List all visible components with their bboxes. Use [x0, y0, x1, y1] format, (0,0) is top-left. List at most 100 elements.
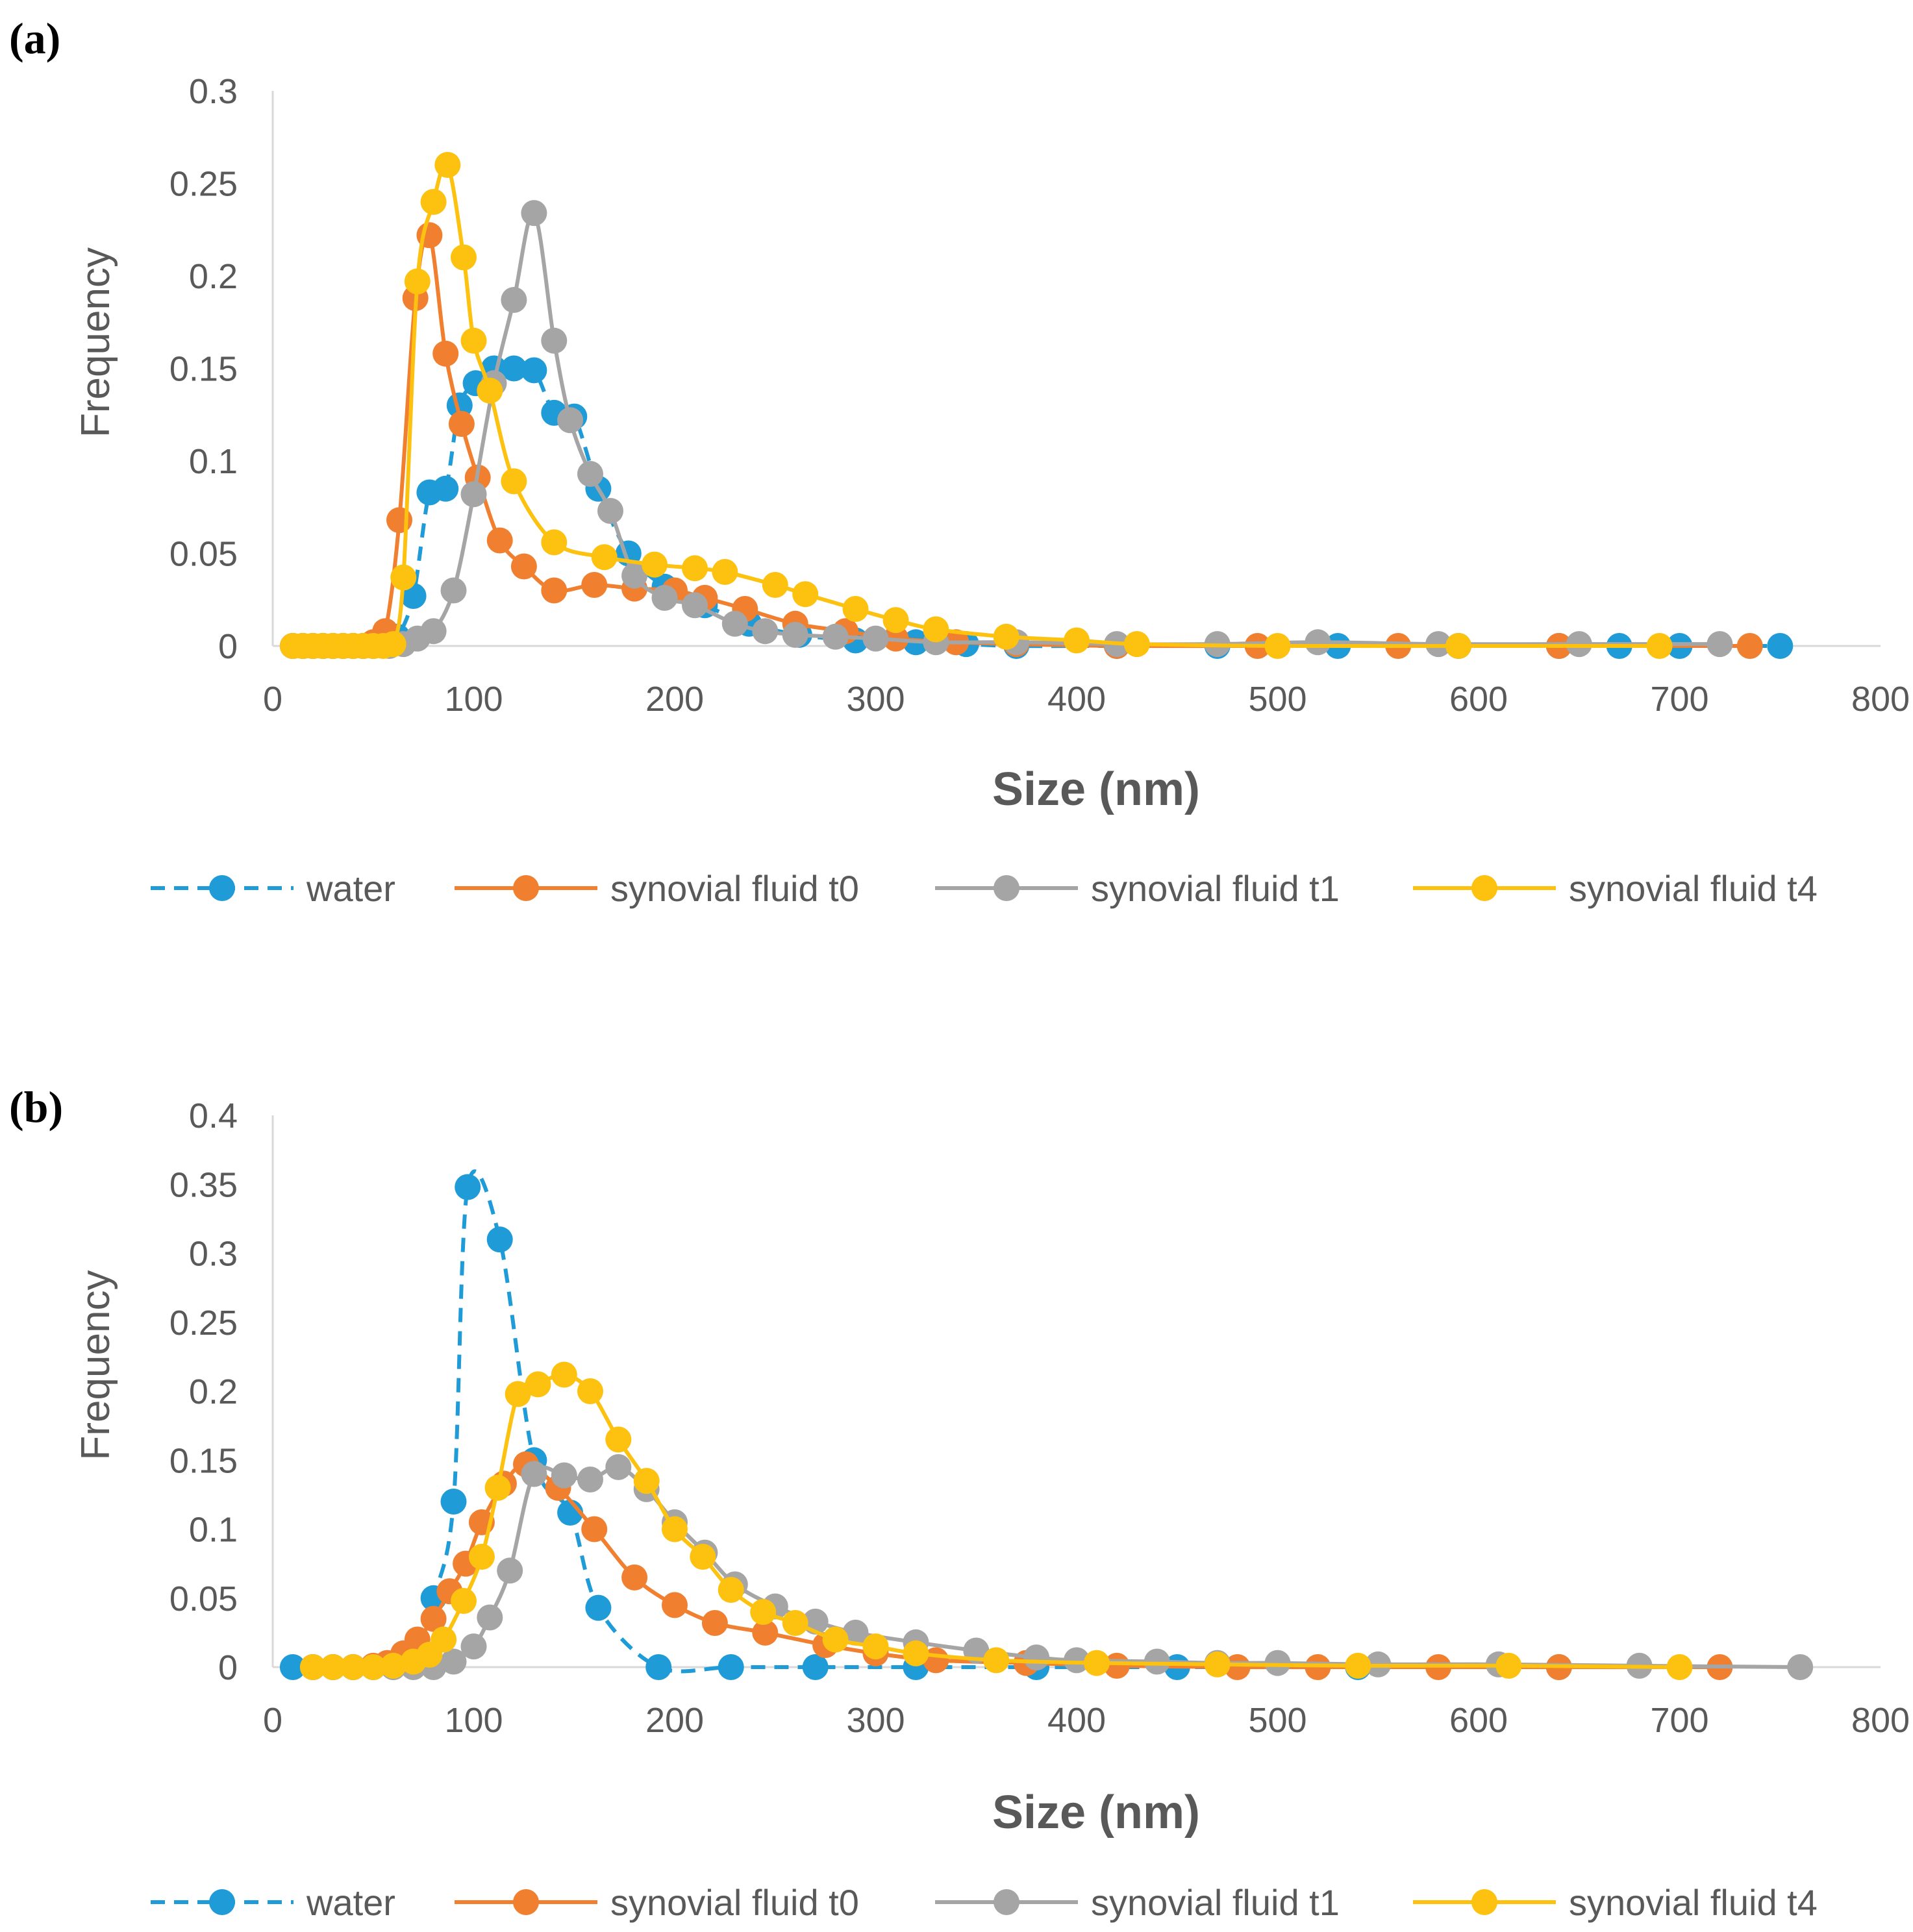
- data-point: [541, 529, 568, 556]
- data-point: [682, 592, 708, 619]
- series-synovial-fluid-t4: [279, 152, 1673, 659]
- legend-marker: [209, 875, 235, 901]
- data-point: [1767, 633, 1794, 659]
- legend-marker: [513, 875, 539, 901]
- legend-marker: [1471, 875, 1497, 901]
- data-point: [460, 327, 487, 354]
- data-point: [448, 411, 475, 437]
- legend-marker: [994, 1889, 1019, 1915]
- x-tick-label: 800: [1851, 1701, 1910, 1740]
- data-point: [923, 616, 949, 643]
- data-point: [477, 377, 503, 404]
- series-line: [312, 1462, 1720, 1670]
- x-axis-title: Size (nm): [992, 1787, 1200, 1839]
- data-point: [718, 1577, 744, 1603]
- series-line: [312, 1372, 1680, 1670]
- legend-label: synovial fluid t0: [610, 868, 859, 909]
- data-point: [903, 1640, 929, 1666]
- data-point: [605, 1454, 632, 1480]
- data-point: [1264, 1650, 1291, 1676]
- data-point: [390, 564, 417, 591]
- panel-label: (b): [9, 1082, 63, 1132]
- data-point: [993, 623, 1019, 650]
- data-point: [1023, 1644, 1050, 1671]
- data-point: [486, 527, 513, 554]
- series-line: [292, 1169, 1559, 1674]
- data-point: [460, 1633, 487, 1660]
- data-point: [404, 268, 431, 295]
- data-point: [380, 1652, 406, 1679]
- data-point: [862, 1633, 889, 1660]
- panel-label: (a): [9, 14, 60, 63]
- data-point: [882, 607, 909, 634]
- data-point: [1083, 1650, 1110, 1676]
- data-point: [577, 461, 603, 487]
- data-point: [1345, 1652, 1371, 1679]
- data-point: [468, 1544, 495, 1570]
- legend-label: synovial fluid t4: [1569, 1882, 1818, 1923]
- data-point: [842, 596, 869, 622]
- legend-marker: [209, 1889, 235, 1915]
- data-point: [621, 1564, 648, 1591]
- data-point: [983, 1647, 1010, 1674]
- data-point: [621, 562, 648, 589]
- data-point: [501, 355, 527, 382]
- data-point: [1064, 1647, 1090, 1674]
- data-point: [521, 357, 547, 384]
- series-line: [292, 364, 1781, 649]
- legend-entry: synovial fluid t0: [455, 1882, 859, 1923]
- y-tick-label: 0: [218, 1648, 238, 1687]
- data-point: [712, 559, 738, 585]
- x-tick-label: 500: [1248, 680, 1307, 719]
- data-point: [525, 1371, 551, 1398]
- data-point: [432, 340, 459, 367]
- x-tick-label: 700: [1650, 680, 1708, 719]
- data-point: [591, 544, 618, 571]
- x-tick-label: 100: [444, 680, 503, 719]
- y-tick-label: 0.1: [189, 442, 238, 481]
- legend-label: synovial fluid t4: [1569, 868, 1818, 909]
- data-point: [319, 1654, 346, 1680]
- x-tick-label: 0: [263, 1701, 282, 1740]
- legend-entry: synovial fluid t1: [935, 1882, 1340, 1923]
- data-point: [752, 1619, 779, 1646]
- data-point: [1144, 1648, 1170, 1675]
- data-point: [460, 481, 487, 508]
- data-point: [581, 1516, 608, 1542]
- chart-panel-b: (b) 0 0.05 0.1 0.15 0.2 0.25 0.3 0.35 0.4 0 100 200 3…: [9, 1082, 1910, 1923]
- data-point: [690, 1544, 716, 1570]
- data-point: [486, 1226, 513, 1253]
- legend-entry: water: [151, 868, 395, 909]
- data-point: [431, 1626, 457, 1653]
- data-point: [551, 1462, 577, 1489]
- x-tick-label: 500: [1248, 1701, 1307, 1740]
- y-axis-title: Frequency: [73, 1270, 118, 1461]
- legend-entry: synovial fluid t1: [935, 868, 1340, 909]
- x-tick-label: 0: [263, 680, 282, 719]
- series-synovial-fluid-t4: [299, 1361, 1693, 1680]
- data-point: [581, 572, 608, 598]
- y-tick-label: 0.25: [169, 165, 238, 204]
- data-point: [497, 1557, 523, 1584]
- data-point: [440, 1648, 467, 1675]
- data-point: [440, 577, 467, 604]
- data-point: [340, 1654, 366, 1680]
- legend-label: synovial fluid t1: [1091, 1882, 1340, 1923]
- series-line: [292, 161, 1660, 652]
- x-tick-label: 200: [645, 680, 704, 719]
- y-tick-label: 0.1: [189, 1511, 238, 1550]
- data-point: [501, 287, 527, 313]
- data-point: [782, 621, 808, 648]
- chart-panel-a: (a) 0 0.05 0.1 0.15 0.2 0.25 0.3 0 100 200 300 400 50…: [9, 14, 1910, 909]
- data-point: [597, 498, 623, 524]
- legend-label: synovial fluid t1: [1091, 868, 1340, 909]
- data-point: [1224, 1654, 1251, 1680]
- data-point: [750, 1599, 777, 1625]
- data-point: [541, 327, 568, 354]
- data-point: [1064, 627, 1090, 654]
- data-point: [541, 577, 568, 604]
- y-tick-label: 0.2: [189, 1372, 238, 1411]
- data-point: [1204, 1651, 1231, 1678]
- data-point: [420, 189, 447, 215]
- series-line: [312, 1465, 1801, 1670]
